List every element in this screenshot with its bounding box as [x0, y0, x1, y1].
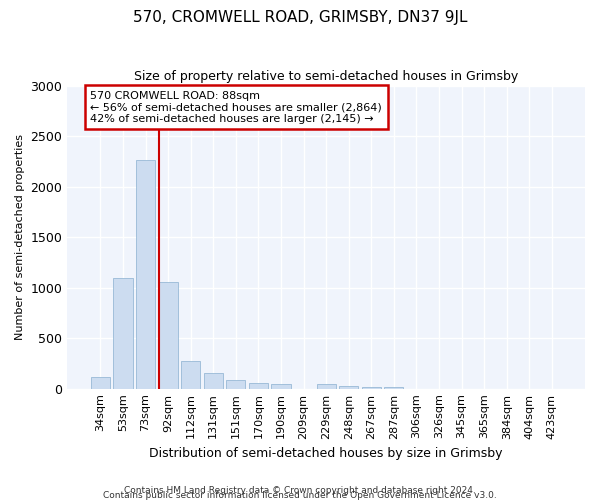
Bar: [91, 376, 110, 388]
Text: Contains public sector information licensed under the Open Government Licence v3: Contains public sector information licen…: [103, 491, 497, 500]
Bar: [317, 384, 336, 388]
Bar: [113, 278, 133, 388]
Bar: [362, 386, 381, 388]
Bar: [271, 384, 290, 388]
Bar: [339, 386, 358, 388]
Y-axis label: Number of semi-detached properties: Number of semi-detached properties: [15, 134, 25, 340]
Text: 570 CROMWELL ROAD: 88sqm
← 56% of semi-detached houses are smaller (2,864)
42% o: 570 CROMWELL ROAD: 88sqm ← 56% of semi-d…: [90, 90, 382, 124]
Bar: [226, 380, 245, 388]
Bar: [136, 160, 155, 388]
Text: 570, CROMWELL ROAD, GRIMSBY, DN37 9JL: 570, CROMWELL ROAD, GRIMSBY, DN37 9JL: [133, 10, 467, 25]
Title: Size of property relative to semi-detached houses in Grimsby: Size of property relative to semi-detach…: [134, 70, 518, 83]
Bar: [249, 383, 268, 388]
Bar: [181, 361, 200, 388]
Bar: [158, 282, 178, 389]
X-axis label: Distribution of semi-detached houses by size in Grimsby: Distribution of semi-detached houses by …: [149, 447, 503, 460]
Bar: [384, 386, 403, 388]
Text: Contains HM Land Registry data © Crown copyright and database right 2024.: Contains HM Land Registry data © Crown c…: [124, 486, 476, 495]
Bar: [203, 372, 223, 388]
